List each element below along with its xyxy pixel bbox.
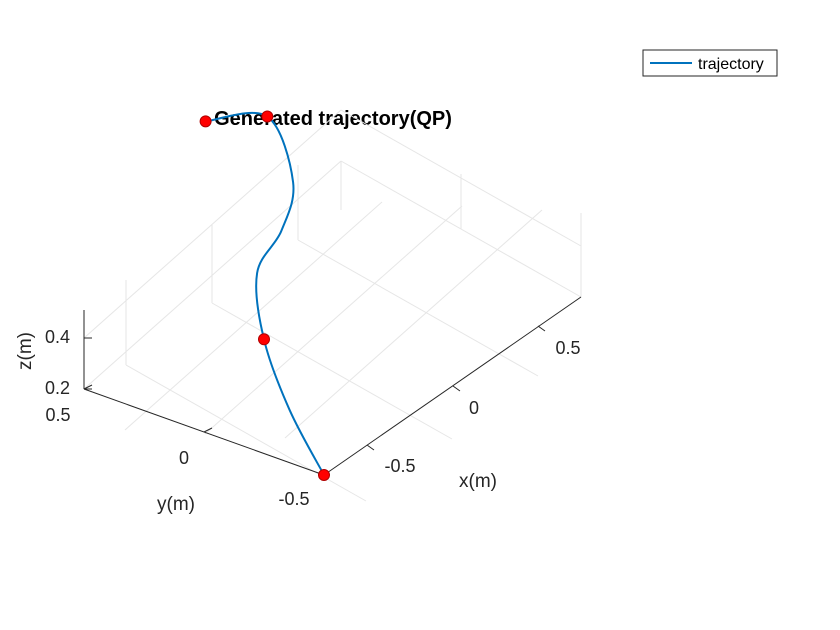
z-tick-label: 0.2 (45, 378, 70, 398)
z-tick-label: 0.4 (45, 327, 70, 347)
y-tick-label: 0 (179, 448, 189, 468)
y-tick-label: -0.5 (278, 489, 309, 509)
legend-label: trajectory (698, 56, 764, 73)
waypoint-marker-1 (318, 469, 330, 481)
y-axis-label: y(m) (157, 494, 195, 515)
gridline (211, 302, 453, 440)
z-axis-label: z(m) (15, 332, 36, 370)
y-tick-label: 0.5 (45, 405, 70, 425)
x-tick-mark (452, 385, 461, 392)
gridline (284, 209, 543, 439)
tick-labels: -0.5 0 0.5 -0.5 0 0.5 0.2 0.4 (45, 327, 581, 509)
waypoint-marker-3 (261, 110, 274, 123)
gridline (340, 109, 582, 247)
gridline (124, 201, 383, 431)
axes (83, 296, 582, 476)
chart-title: Generated trajectory(QP) (214, 108, 452, 130)
grid (83, 109, 582, 502)
waypoint-marker-4 (199, 115, 212, 128)
x-axis-label: x(m) (459, 471, 497, 492)
gridline (297, 239, 539, 377)
gridline (83, 109, 342, 339)
x-tick-mark (366, 444, 375, 451)
y-tick-mark (83, 384, 93, 390)
waypoint-marker-2 (258, 333, 270, 346)
legend[interactable]: trajectory (642, 49, 778, 77)
plot-area (199, 110, 330, 481)
y-tick-mark (203, 427, 213, 433)
x-tick-label: 0 (469, 398, 479, 418)
x-tick-label: 0.5 (555, 338, 580, 358)
x-tick-mark (537, 325, 546, 332)
x-tick-label: -0.5 (384, 456, 415, 476)
gridline (204, 205, 463, 435)
